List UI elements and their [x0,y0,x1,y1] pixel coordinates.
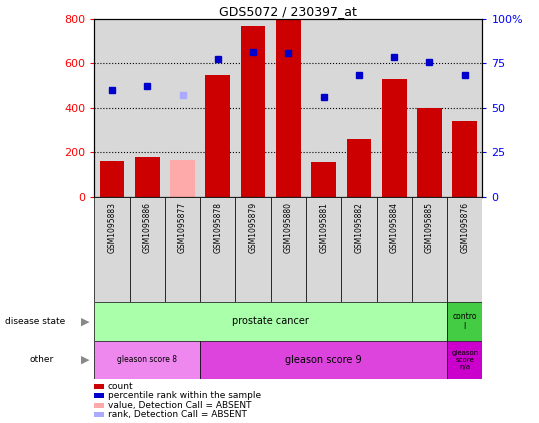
Bar [94,412,104,418]
Bar [165,197,200,302]
Text: GSM1095880: GSM1095880 [284,202,293,253]
Bar [452,121,477,197]
Bar [276,19,301,197]
Bar [94,393,104,398]
Text: gleason
score
n/a: gleason score n/a [451,349,479,370]
Bar [200,197,236,302]
Text: ▶: ▶ [81,354,89,365]
Text: prostate cancer: prostate cancer [232,316,309,327]
Text: count: count [108,382,134,391]
Bar [447,302,482,341]
Bar [94,341,200,379]
Text: GSM1095882: GSM1095882 [355,202,363,253]
Text: GSM1095881: GSM1095881 [319,202,328,253]
Text: GSM1095878: GSM1095878 [213,202,222,253]
Bar [412,197,447,302]
Title: GDS5072 / 230397_at: GDS5072 / 230397_at [219,5,357,18]
Bar [236,197,271,302]
Bar [200,341,447,379]
Text: gleason score 9: gleason score 9 [285,354,362,365]
Text: contro
l: contro l [453,312,477,331]
Bar [417,108,442,197]
Bar [271,197,306,302]
Bar [382,79,406,197]
Text: GSM1095876: GSM1095876 [460,202,469,253]
Text: rank, Detection Call = ABSENT: rank, Detection Call = ABSENT [108,410,247,419]
Text: GSM1095884: GSM1095884 [390,202,399,253]
Text: ▶: ▶ [81,316,89,327]
Bar [377,197,412,302]
Bar [135,157,160,197]
Text: GSM1095877: GSM1095877 [178,202,187,253]
Text: percentile rank within the sample: percentile rank within the sample [108,391,261,400]
Bar [129,197,165,302]
Bar [241,26,265,197]
Bar [94,403,104,408]
Text: other: other [30,355,54,364]
Bar [447,341,482,379]
Bar [347,139,371,197]
Text: GSM1095879: GSM1095879 [248,202,258,253]
Text: GSM1095883: GSM1095883 [107,202,116,253]
Bar [170,160,195,197]
Bar [312,162,336,197]
Text: gleason score 8: gleason score 8 [118,355,177,364]
Text: GSM1095885: GSM1095885 [425,202,434,253]
Text: GSM1095886: GSM1095886 [143,202,152,253]
Text: disease state: disease state [5,317,66,326]
Bar [447,197,482,302]
Bar [205,74,230,197]
Text: value, Detection Call = ABSENT: value, Detection Call = ABSENT [108,401,251,410]
Bar [341,197,377,302]
Bar [306,197,341,302]
Bar [100,161,125,197]
Bar [94,197,129,302]
Bar [94,384,104,389]
